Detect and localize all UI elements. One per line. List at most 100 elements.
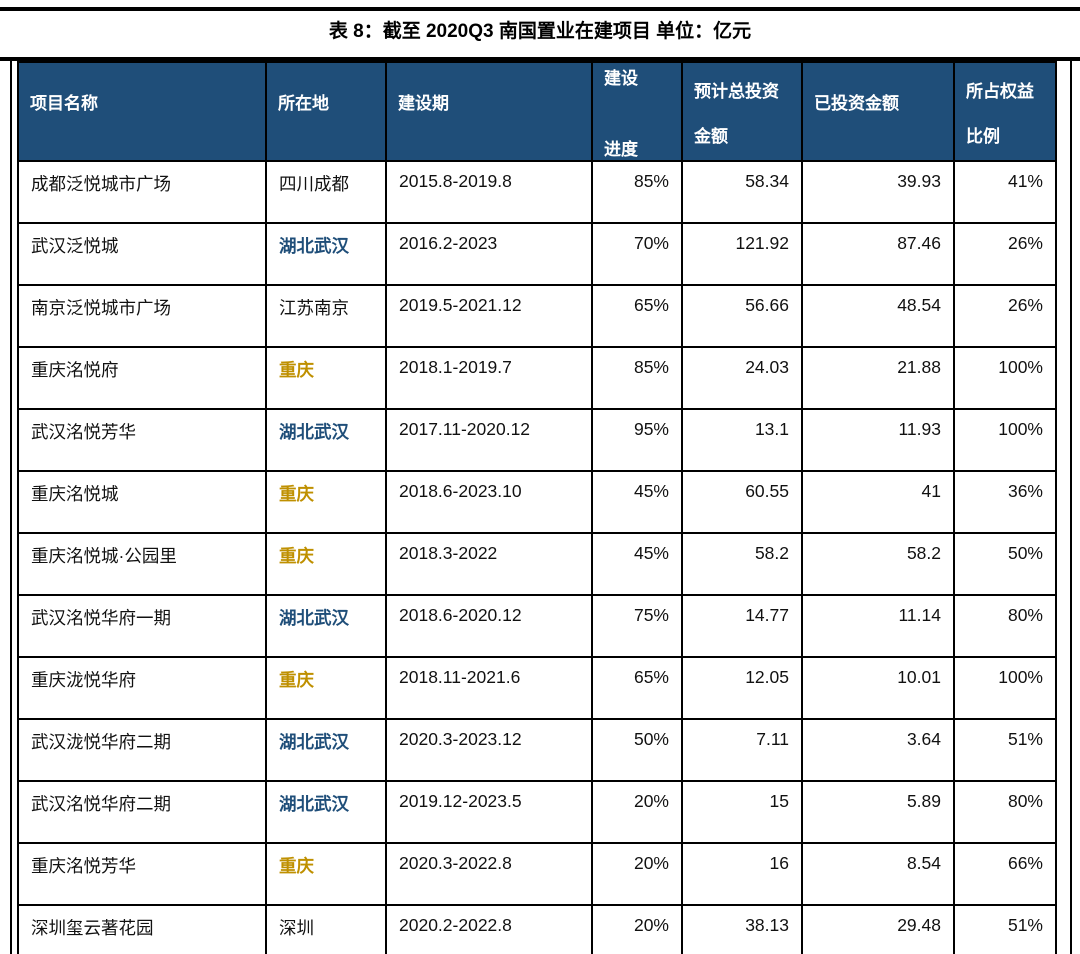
header-label: 金额 [694,126,728,146]
table-row: 重庆洺悦城·公园里 重庆 2018.3-2022 45% 58.2 58.2 50% [17,532,1057,596]
cell-location: 湖北武汉 [265,718,387,782]
cell-construction-period: 2020.2-2022.8 [385,904,593,954]
cell-project-name: 武汉洺悦华府二期 [17,780,267,844]
cell-location: 湖北武汉 [265,594,387,658]
table-row: 成都泛悦城市广场 四川成都 2015.8-2019.8 85% 58.34 39.93 41… [17,160,1057,224]
header-label: 进度 [604,139,638,159]
table-row: 武汉泛悦城 湖北武汉 2016.2-2023 70% 121.92 87.46 26% [17,222,1057,286]
col-header-invested-amount: 已投资金额 [801,61,955,162]
header-row: 项目名称 所在地 建设期 建设 进度 预计总投资 金额 已投资金 [17,61,1057,162]
cell-progress: 20% [591,780,683,844]
cell-project-name: 重庆洺悦芳华 [17,842,267,906]
cell-construction-period: 2020.3-2022.8 [385,842,593,906]
cell-equity-ratio: 51% [953,904,1057,954]
cell-invested-amount: 5.89 [801,780,955,844]
cell-invested-amount: 8.54 [801,842,955,906]
table-outer-left-border [10,61,12,954]
cell-project-name: 重庆洺悦城·公园里 [17,532,267,596]
table-header: 项目名称 所在地 建设期 建设 进度 预计总投资 金额 已投资金 [17,61,1057,162]
top-divider [0,7,1080,11]
cell-project-name: 南京泛悦城市广场 [17,284,267,348]
cell-estimated-investment: 38.13 [681,904,803,954]
table-zone: 项目名称 所在地 建设期 建设 进度 预计总投资 金额 已投资金 [0,57,1080,954]
cell-project-name: 重庆洺悦府 [17,346,267,410]
table-row: 南京泛悦城市广场 江苏南京 2019.5-2021.12 65% 56.66 48.54 2… [17,284,1057,348]
cell-project-name: 武汉泛悦城 [17,222,267,286]
col-header-location: 所在地 [265,61,387,162]
table-row: 武汉泷悦华府二期 湖北武汉 2020.3-2023.12 50% 7.11 3.64 51% [17,718,1057,782]
cell-progress: 70% [591,222,683,286]
cell-progress: 65% [591,656,683,720]
col-header-estimated-investment: 预计总投资 金额 [681,61,803,162]
cell-progress: 95% [591,408,683,472]
cell-invested-amount: 39.93 [801,160,955,224]
table-row: 武汉洺悦华府一期 湖北武汉 2018.6-2020.12 75% 14.77 11.14 8… [17,594,1057,658]
table-outer-right-border [1070,61,1072,954]
cell-progress: 85% [591,160,683,224]
cell-equity-ratio: 51% [953,718,1057,782]
cell-estimated-investment: 24.03 [681,346,803,410]
cell-construction-period: 2019.5-2021.12 [385,284,593,348]
col-header-progress: 建设 进度 [591,61,683,162]
cell-project-name: 重庆泷悦华府 [17,656,267,720]
cell-progress: 75% [591,594,683,658]
table-row: 武汉洺悦芳华 湖北武汉 2017.11-2020.12 95% 13.1 11.93 100… [17,408,1057,472]
cell-progress: 45% [591,470,683,534]
table-row: 深圳玺云著花园 深圳 2020.2-2022.8 20% 38.13 29.48 51% [17,904,1057,954]
cell-equity-ratio: 100% [953,346,1057,410]
cell-location: 深圳 [265,904,387,954]
table-title: 表 8：截至 2020Q3 南国置业在建项目 单位：亿元 [328,21,752,42]
table-row: 重庆泷悦华府 重庆 2018.11-2021.6 65% 12.05 10.01 100% [17,656,1057,720]
cell-equity-ratio: 26% [953,222,1057,286]
cell-invested-amount: 11.93 [801,408,955,472]
header-label: 项目名称 [30,94,98,113]
cell-progress: 85% [591,346,683,410]
cell-equity-ratio: 50% [953,532,1057,596]
cell-estimated-investment: 14.77 [681,594,803,658]
cell-location: 重庆 [265,346,387,410]
cell-construction-period: 2019.12-2023.5 [385,780,593,844]
header-label: 预计总投资 [694,81,779,101]
table-row: 重庆洺悦芳华 重庆 2020.3-2022.8 20% 16 8.54 66% [17,842,1057,906]
cell-construction-period: 2018.11-2021.6 [385,656,593,720]
cell-equity-ratio: 80% [953,594,1057,658]
cell-project-name: 重庆洺悦城 [17,470,267,534]
cell-location: 重庆 [265,842,387,906]
cell-location: 重庆 [265,656,387,720]
cell-estimated-investment: 7.11 [681,718,803,782]
cell-construction-period: 2018.6-2023.10 [385,470,593,534]
cell-invested-amount: 10.01 [801,656,955,720]
cell-equity-ratio: 100% [953,408,1057,472]
cell-project-name: 武汉洺悦华府一期 [17,594,267,658]
col-header-project-name: 项目名称 [17,61,267,162]
cell-equity-ratio: 80% [953,780,1057,844]
cell-invested-amount: 41 [801,470,955,534]
cell-equity-ratio: 100% [953,656,1057,720]
header-label: 建设期 [398,94,449,113]
cell-estimated-investment: 56.66 [681,284,803,348]
header-label: 已投资金额 [814,94,899,113]
cell-progress: 65% [591,284,683,348]
cell-location: 江苏南京 [265,284,387,348]
table-row: 重庆洺悦城 重庆 2018.6-2023.10 45% 60.55 41 36% [17,470,1057,534]
cell-estimated-investment: 58.2 [681,532,803,596]
cell-project-name: 深圳玺云著花园 [17,904,267,954]
col-header-construction-period: 建设期 [385,61,593,162]
cell-location: 四川成都 [265,160,387,224]
cell-estimated-investment: 121.92 [681,222,803,286]
col-header-equity-ratio: 所占权益 比例 [953,61,1057,162]
cell-equity-ratio: 41% [953,160,1057,224]
cell-invested-amount: 58.2 [801,532,955,596]
table-body: 成都泛悦城市广场 四川成都 2015.8-2019.8 85% 58.34 39.93 41… [17,160,1057,954]
cell-project-name: 武汉洺悦芳华 [17,408,267,472]
cell-estimated-investment: 58.34 [681,160,803,224]
table-row: 重庆洺悦府 重庆 2018.1-2019.7 85% 24.03 21.88 100% [17,346,1057,410]
cell-location: 重庆 [265,470,387,534]
cell-invested-amount: 21.88 [801,346,955,410]
cell-construction-period: 2018.1-2019.7 [385,346,593,410]
cell-equity-ratio: 36% [953,470,1057,534]
cell-progress: 50% [591,718,683,782]
header-label: 建设 [604,68,638,88]
cell-invested-amount: 48.54 [801,284,955,348]
header-label: 比例 [966,126,1000,146]
